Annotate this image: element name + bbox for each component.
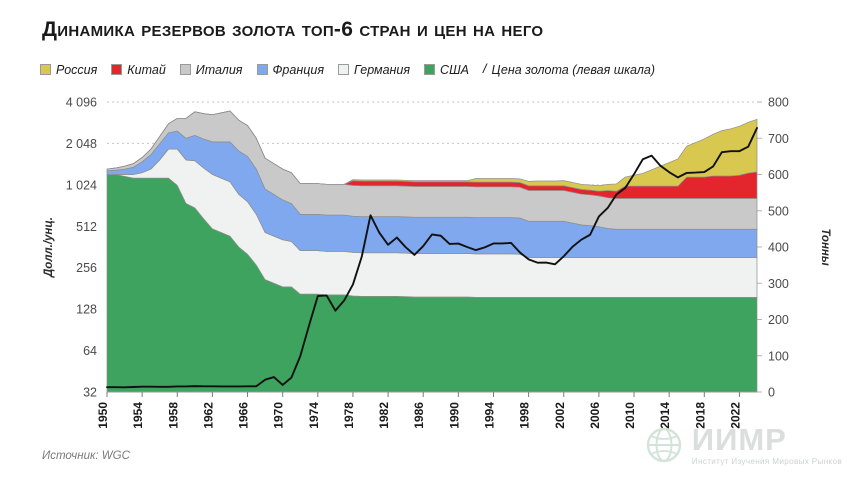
legend-swatch-icon [338, 64, 349, 75]
x-axis-tick-label: 2014 [658, 402, 672, 429]
x-axis-tick-label: 1998 [518, 402, 532, 429]
x-axis-tick-label: 1962 [201, 402, 215, 429]
legend-swatch-icon [179, 64, 191, 75]
x-axis-tick-label: 1966 [237, 402, 251, 429]
y2-axis-tick-label: 500 [768, 204, 789, 218]
y-axis-tick-label: 128 [76, 303, 97, 317]
y2-axis-tick-label: 300 [768, 277, 789, 291]
legend-swatch-icon [40, 64, 51, 75]
watermark-title: ИИМР [691, 422, 787, 457]
x-axis-tick-label: 2002 [553, 402, 567, 429]
y2-axis-tick-label: 200 [768, 313, 789, 327]
y-axis-tick-label: 512 [76, 220, 97, 234]
y-axis-tick-label: 256 [76, 261, 97, 275]
x-axis-tick-label: 1974 [307, 402, 321, 429]
x-axis-tick-label: 1990 [447, 402, 461, 429]
y2-axis-tick-label: 600 [768, 168, 789, 182]
y2-axis-tick-label: 800 [768, 96, 789, 110]
legend-item-7[interactable]: / Цена золота (левая шкала) [482, 61, 655, 77]
globe-icon [646, 427, 681, 463]
page-title: Динамика резервов золота топ-6 стран и ц… [42, 18, 544, 41]
x-axis-tick-label: 1954 [131, 402, 145, 429]
legend-label: Цена золота (левая шкала) [491, 62, 655, 77]
x-axis-tick-label: 1970 [272, 402, 286, 429]
watermark: ИИМР Институт Изучения Мировых Рынков [644, 424, 842, 466]
x-axis-tick-label: 1950 [96, 402, 110, 429]
y-axis-tick-label: 1 024 [66, 178, 97, 192]
y2-axis-tick-label: 100 [768, 349, 789, 363]
legend-item-1[interactable]: Россия [40, 63, 97, 77]
y-axis-tick-label: 2 048 [66, 137, 97, 151]
area-series-Россия [106, 110, 758, 192]
x-axis-tick-label: 2022 [728, 402, 742, 429]
legend-label: Китай [127, 62, 166, 77]
y2-axis-tick-label: 700 [768, 132, 789, 146]
legend-label: Италия [195, 62, 243, 77]
x-axis-tick-label: 1986 [412, 402, 426, 429]
price-line-marker-icon: / [482, 61, 487, 76]
legend-swatch-icon [111, 64, 123, 75]
x-axis-tick-label: 1994 [482, 402, 496, 429]
legend-item-2[interactable]: Китай [111, 63, 166, 77]
legend-label: Россия [56, 62, 98, 77]
legend-swatch-icon [256, 64, 268, 75]
legend-item-3[interactable]: Италия [179, 62, 243, 77]
legend-item-5[interactable]: Германия [338, 63, 410, 77]
x-axis-tick-label: 1982 [377, 402, 391, 429]
x-axis-tick-label: 1978 [342, 402, 356, 429]
gold-price-line [106, 127, 758, 389]
x-axis-tick-label: 1958 [166, 402, 180, 429]
legend-swatch-icon [424, 64, 436, 75]
x-axis-tick-label: 2010 [623, 402, 637, 429]
legend-label: Франция [272, 62, 325, 77]
y-axis-tick-label: 32 [83, 386, 97, 400]
y2-axis-tick-label: 400 [768, 241, 789, 255]
y2-axis-tick-label: 0 [768, 386, 775, 400]
y2-axis-title: Тонны [819, 228, 831, 266]
y-axis-title: Долл./унц. [43, 217, 55, 278]
x-axis-tick-label: 2006 [588, 402, 602, 429]
y-axis-tick-label: 64 [83, 344, 97, 358]
legend-label: Германия [354, 62, 411, 77]
legend-item-6[interactable]: США [424, 63, 469, 77]
chart-legend: Россия Китай Италия Франция Германия США / Цена… [40, 61, 655, 77]
legend-item-4[interactable]: Франция [256, 62, 325, 77]
y-axis-tick-label: 4 096 [66, 96, 97, 110]
source-note: Источник: WGC [42, 450, 130, 462]
watermark-subtitle: Институт Изучения Мировых Рынков [691, 457, 842, 466]
x-axis-tick-label: 2018 [693, 402, 707, 429]
legend-label: США [440, 62, 469, 77]
